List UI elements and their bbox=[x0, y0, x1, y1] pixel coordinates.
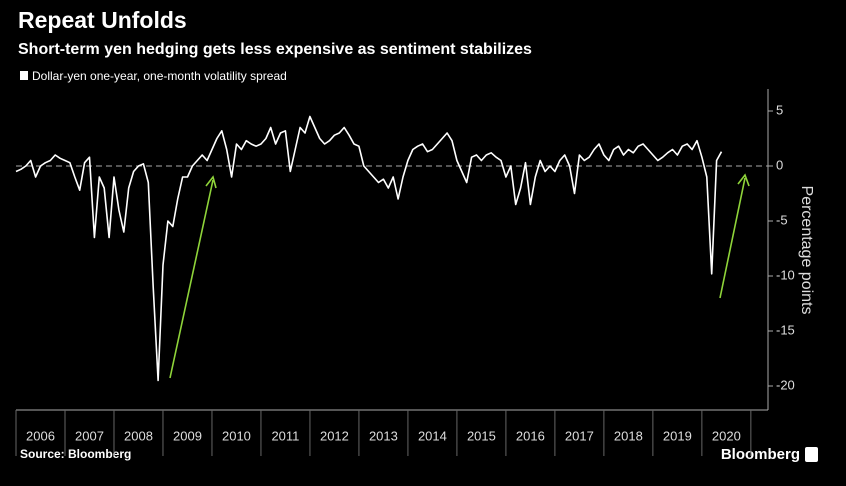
legend-label: Dollar-yen one-year, one-month volatilit… bbox=[32, 69, 287, 83]
y-tick-label: -15 bbox=[776, 322, 795, 337]
y-tick-label: -5 bbox=[776, 212, 788, 227]
x-tick-label: 2015 bbox=[467, 428, 496, 443]
x-tick-label: 2017 bbox=[565, 428, 594, 443]
chart-subtitle: Short-term yen hedging gets less expensi… bbox=[18, 41, 532, 58]
y-tick-label: 0 bbox=[776, 157, 783, 172]
arrow-head bbox=[737, 173, 750, 187]
x-tick-label: 2008 bbox=[124, 428, 153, 443]
legend-swatch bbox=[20, 71, 28, 80]
x-tick-label: 2007 bbox=[75, 428, 104, 443]
line-series bbox=[15, 115, 723, 382]
x-tick-label: 2020 bbox=[712, 428, 741, 443]
x-tick-label: 2013 bbox=[369, 428, 398, 443]
x-tick-label: 2012 bbox=[320, 428, 349, 443]
y-tick-label: -20 bbox=[776, 377, 795, 392]
y-axis-title: Percentage points bbox=[798, 186, 815, 315]
x-tick-label: 2018 bbox=[614, 428, 643, 443]
brand: Bloomberg bbox=[721, 446, 800, 463]
source: Source: Bloomberg bbox=[20, 447, 131, 461]
x-tick-label: 2006 bbox=[26, 428, 55, 443]
x-tick-label: 2009 bbox=[173, 428, 202, 443]
x-tick-label: 2019 bbox=[663, 428, 692, 443]
x-tick-label: 2014 bbox=[418, 428, 447, 443]
chart-title: Repeat Unfolds bbox=[18, 7, 187, 33]
y-tick-label: 5 bbox=[776, 102, 783, 117]
arrow-head bbox=[205, 175, 217, 189]
x-tick-label: 2016 bbox=[516, 428, 545, 443]
x-tick-label: 2011 bbox=[271, 428, 299, 443]
brand-icon bbox=[805, 447, 818, 462]
x-tick-label: 2010 bbox=[222, 428, 251, 443]
y-tick-label: -10 bbox=[776, 267, 795, 282]
arrow bbox=[169, 179, 214, 379]
arrow bbox=[719, 177, 746, 299]
annotation-arrows bbox=[169, 173, 750, 379]
